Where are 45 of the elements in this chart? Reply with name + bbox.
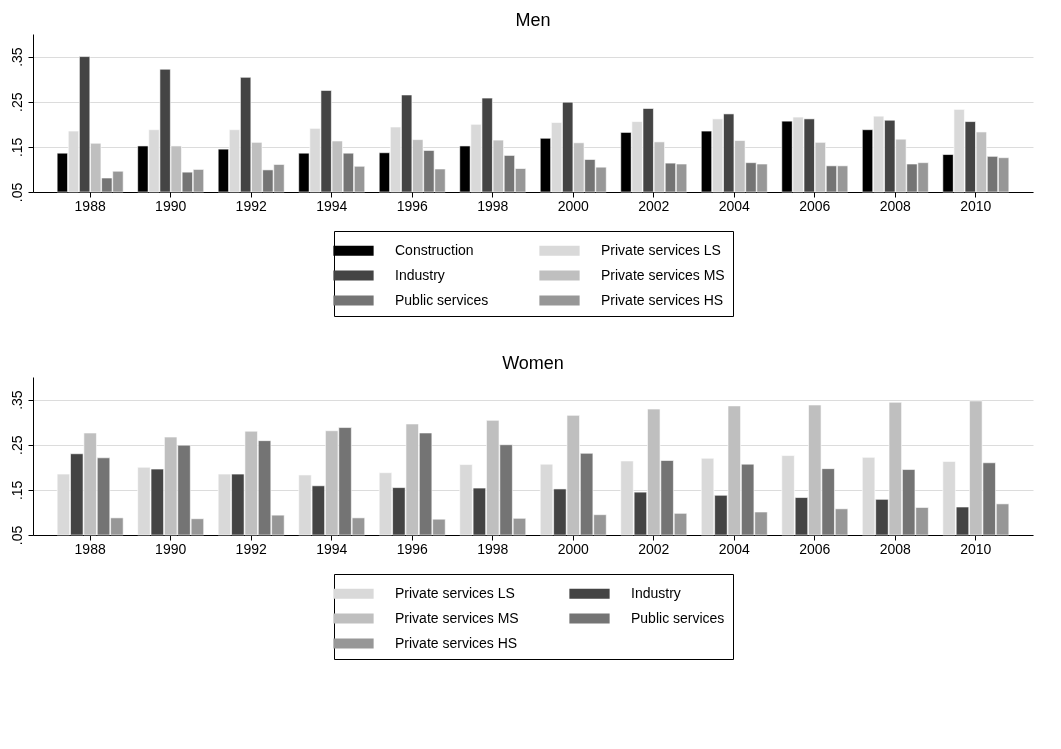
y-tick-label: .15 [8, 480, 25, 501]
x-tick-label: 2000 [557, 540, 590, 557]
legend-label: Industry [631, 584, 681, 601]
y-tick-label: .35 [8, 47, 25, 67]
legend-label: Private services LS [601, 241, 721, 258]
y-tick-label: .35 [8, 390, 25, 410]
x-tick-label: 1996 [396, 540, 429, 557]
x-tick-label: 1990 [155, 540, 187, 557]
legend-label: Private services MS [395, 609, 519, 626]
x-tick-label: 1994 [316, 540, 348, 557]
x-tick-label: 1988 [74, 197, 106, 214]
chart-title: Men [515, 10, 551, 30]
x-tick-label: 2008 [879, 540, 912, 557]
legend-label: Industry [395, 266, 445, 283]
y-tick-label: .05 [8, 525, 25, 546]
legend-label: Private services MS [601, 266, 725, 283]
legend-label: Public services [395, 291, 489, 308]
chart-title: Women [502, 353, 564, 373]
x-tick-label: 2008 [879, 197, 912, 214]
x-tick-label: 2006 [799, 540, 831, 557]
x-tick-label: 1994 [316, 197, 348, 214]
y-tick-label: .25 [8, 92, 25, 112]
legend-label: Construction [395, 241, 474, 258]
y-tick-label: .15 [8, 137, 25, 158]
x-tick-label: 2000 [557, 197, 590, 214]
y-tick-label: .25 [8, 435, 25, 455]
x-tick-label: 1992 [235, 540, 267, 557]
x-tick-label: 1992 [235, 197, 267, 214]
x-tick-label: 2010 [960, 197, 992, 214]
x-tick-label: 1988 [74, 540, 106, 557]
x-tick-label: 2002 [638, 540, 670, 557]
x-tick-label: 2010 [960, 540, 992, 557]
legend-label: Private services LS [395, 584, 515, 601]
legend-label: Public services [631, 609, 725, 626]
x-tick-label: 2004 [718, 197, 751, 214]
x-tick-label: 1998 [477, 197, 509, 214]
x-tick-label: 1998 [477, 540, 509, 557]
x-tick-label: 2006 [799, 197, 831, 214]
legend-label: Private services HS [601, 291, 724, 308]
x-tick-label: 1990 [155, 197, 187, 214]
x-tick-label: 2002 [638, 197, 670, 214]
legend-label: Private services HS [395, 634, 518, 651]
x-tick-label: 2004 [718, 540, 751, 557]
y-tick-label: .05 [8, 182, 25, 203]
x-tick-label: 1996 [396, 197, 429, 214]
